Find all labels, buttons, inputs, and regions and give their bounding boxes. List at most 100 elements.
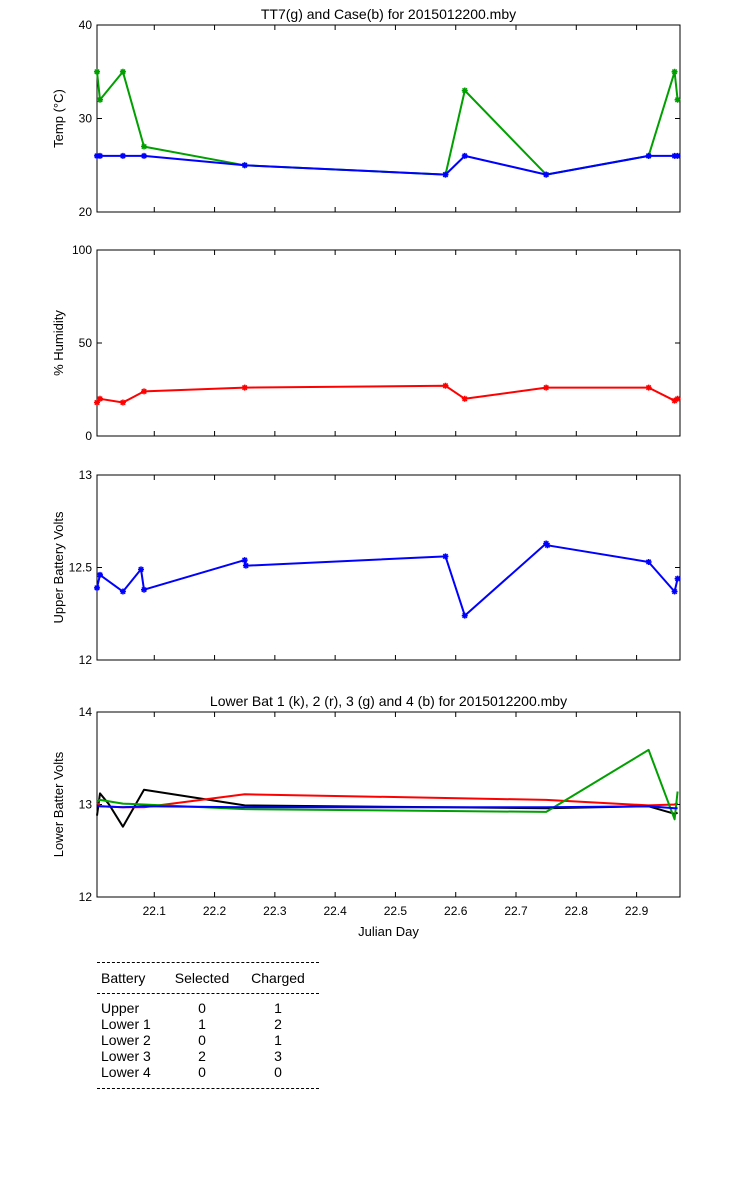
data-point bbox=[461, 87, 468, 94]
cell-battery: Lower 4 bbox=[101, 1064, 151, 1080]
cell-selected: 0 bbox=[198, 1032, 206, 1048]
x-tick-label: 22.2 bbox=[203, 904, 227, 918]
header-charged: Charged bbox=[251, 970, 305, 986]
data-point bbox=[442, 171, 449, 178]
data-point bbox=[674, 395, 681, 402]
data-point bbox=[94, 584, 100, 591]
cell-battery: Upper bbox=[101, 1000, 140, 1016]
series-line bbox=[96, 542, 679, 617]
y-tick-label: 0 bbox=[85, 429, 92, 443]
x-tick-label: 22.9 bbox=[625, 904, 649, 918]
data-point bbox=[671, 68, 678, 75]
table-divider-mid bbox=[97, 993, 319, 994]
y-axis-label: Upper Battery Volts bbox=[51, 511, 66, 623]
table-divider-bottom bbox=[97, 1088, 319, 1089]
y-tick-label: 40 bbox=[79, 18, 93, 32]
cell-selected: 2 bbox=[198, 1048, 206, 1064]
x-tick-label: 22.4 bbox=[323, 904, 347, 918]
y-tick-label: 13 bbox=[79, 798, 93, 812]
plot-frame bbox=[96, 249, 681, 437]
data-point bbox=[241, 384, 248, 391]
data-point bbox=[645, 152, 652, 159]
cell-battery: Lower 1 bbox=[101, 1016, 151, 1032]
y-axis-label: Temp (°C) bbox=[51, 89, 66, 148]
data-point bbox=[671, 588, 678, 595]
x-tick-label: 22.7 bbox=[504, 904, 528, 918]
table-row: Lower 2 0 1 bbox=[97, 1032, 319, 1048]
data-point bbox=[119, 68, 126, 75]
data-point bbox=[94, 68, 100, 75]
y-tick-label: 12 bbox=[79, 653, 93, 667]
data-point bbox=[97, 96, 104, 103]
data-point bbox=[242, 562, 249, 569]
x-tick-label: 22.8 bbox=[565, 904, 589, 918]
series-line bbox=[96, 384, 679, 404]
header-battery: Battery bbox=[101, 970, 146, 986]
cell-selected: 1 bbox=[198, 1016, 206, 1032]
cell-charged: 1 bbox=[274, 1000, 282, 1016]
data-point bbox=[97, 395, 104, 402]
y-tick-label: 30 bbox=[79, 112, 93, 126]
data-point bbox=[461, 612, 468, 619]
cell-charged: 0 bbox=[274, 1064, 282, 1080]
data-point bbox=[94, 399, 100, 406]
cell-charged: 3 bbox=[274, 1048, 282, 1064]
data-point bbox=[543, 384, 550, 391]
header-selected: Selected bbox=[174, 970, 230, 986]
data-point bbox=[461, 152, 468, 159]
table-row: Lower 4 0 0 bbox=[97, 1064, 319, 1080]
series-line bbox=[96, 804, 678, 810]
data-point bbox=[241, 557, 248, 564]
cell-charged: 2 bbox=[274, 1016, 282, 1032]
x-tick-label: 22.1 bbox=[143, 904, 167, 918]
y-tick-label: 50 bbox=[79, 336, 93, 350]
cell-battery: Lower 3 bbox=[101, 1048, 151, 1064]
y-tick-label: 12.5 bbox=[69, 561, 93, 575]
series-line bbox=[96, 748, 679, 821]
y-tick-label: 12 bbox=[79, 890, 93, 904]
data-point bbox=[674, 96, 681, 103]
data-point bbox=[141, 388, 148, 395]
y-tick-label: 14 bbox=[79, 705, 93, 719]
data-point bbox=[97, 152, 104, 159]
y-tick-label: 13 bbox=[79, 468, 93, 482]
x-axis-label: Julian Day bbox=[358, 924, 419, 939]
cell-battery: Lower 2 bbox=[101, 1032, 151, 1048]
x-tick-label: 22.5 bbox=[384, 904, 408, 918]
cell-selected: 0 bbox=[198, 1064, 206, 1080]
data-point bbox=[94, 152, 100, 159]
cell-charged: 1 bbox=[274, 1032, 282, 1048]
y-axis-label: % Humidity bbox=[51, 310, 66, 376]
x-tick-label: 22.3 bbox=[263, 904, 287, 918]
data-point bbox=[674, 152, 681, 159]
plot-frame bbox=[96, 711, 681, 898]
data-point bbox=[645, 558, 652, 565]
table-header-row: Battery Selected Charged bbox=[97, 963, 319, 993]
table-divider-top bbox=[97, 962, 319, 963]
chart-title: Lower Bat 1 (k), 2 (r), 3 (g) and 4 (b) … bbox=[210, 693, 567, 709]
table-row: Lower 1 1 2 bbox=[97, 1016, 319, 1032]
x-tick-label: 22.6 bbox=[444, 904, 468, 918]
data-point bbox=[119, 152, 126, 159]
data-point bbox=[97, 571, 104, 578]
plot-frame bbox=[96, 474, 681, 661]
table-row: Lower 3 2 3 bbox=[97, 1048, 319, 1064]
y-axis-label: Lower Batter Volts bbox=[51, 751, 66, 857]
data-point bbox=[671, 397, 678, 404]
data-point bbox=[645, 384, 652, 391]
data-point bbox=[141, 152, 148, 159]
data-point bbox=[241, 162, 248, 169]
data-point bbox=[544, 542, 551, 549]
data-point bbox=[674, 575, 681, 582]
data-point bbox=[119, 399, 126, 406]
data-point bbox=[119, 588, 126, 595]
data-point bbox=[461, 395, 468, 402]
y-tick-label: 100 bbox=[72, 243, 92, 257]
y-tick-label: 20 bbox=[79, 205, 93, 219]
data-point bbox=[141, 143, 148, 150]
data-point bbox=[141, 586, 148, 593]
battery-table: Battery Selected Charged Upper 0 1 Lower… bbox=[97, 962, 319, 1089]
data-point bbox=[442, 553, 449, 560]
plot-frame bbox=[96, 24, 681, 213]
